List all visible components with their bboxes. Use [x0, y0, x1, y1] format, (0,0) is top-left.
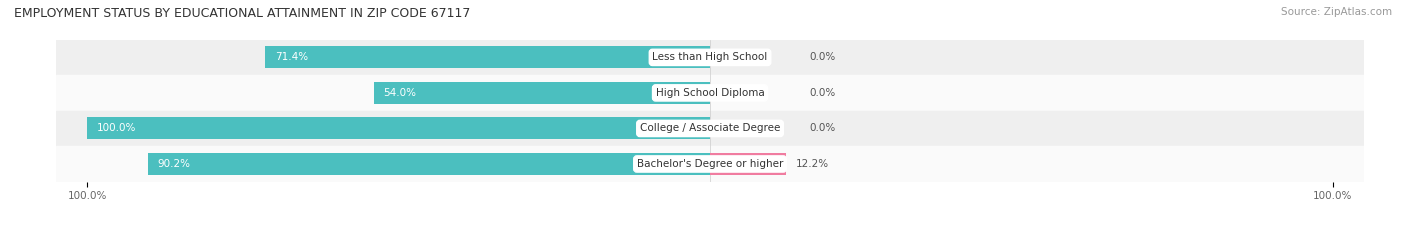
Text: 54.0%: 54.0%: [382, 88, 416, 98]
Text: 90.2%: 90.2%: [157, 159, 191, 169]
Text: EMPLOYMENT STATUS BY EDUCATIONAL ATTAINMENT IN ZIP CODE 67117: EMPLOYMENT STATUS BY EDUCATIONAL ATTAINM…: [14, 7, 471, 20]
Text: Less than High School: Less than High School: [652, 52, 768, 62]
Bar: [266, 46, 710, 69]
Text: Bachelor's Degree or higher: Bachelor's Degree or higher: [637, 159, 783, 169]
Bar: [56, 111, 1364, 146]
Bar: [710, 153, 786, 175]
Bar: [149, 153, 710, 175]
Text: College / Associate Degree: College / Associate Degree: [640, 123, 780, 134]
Text: 0.0%: 0.0%: [810, 88, 837, 98]
Text: 12.2%: 12.2%: [796, 159, 828, 169]
Text: 100.0%: 100.0%: [97, 123, 136, 134]
Bar: [56, 146, 1364, 182]
Text: High School Diploma: High School Diploma: [655, 88, 765, 98]
Text: 71.4%: 71.4%: [274, 52, 308, 62]
Text: 0.0%: 0.0%: [810, 123, 837, 134]
Text: 0.0%: 0.0%: [810, 52, 837, 62]
Bar: [374, 82, 710, 104]
Text: Source: ZipAtlas.com: Source: ZipAtlas.com: [1281, 7, 1392, 17]
Bar: [87, 117, 710, 140]
Bar: [56, 75, 1364, 111]
Bar: [56, 40, 1364, 75]
